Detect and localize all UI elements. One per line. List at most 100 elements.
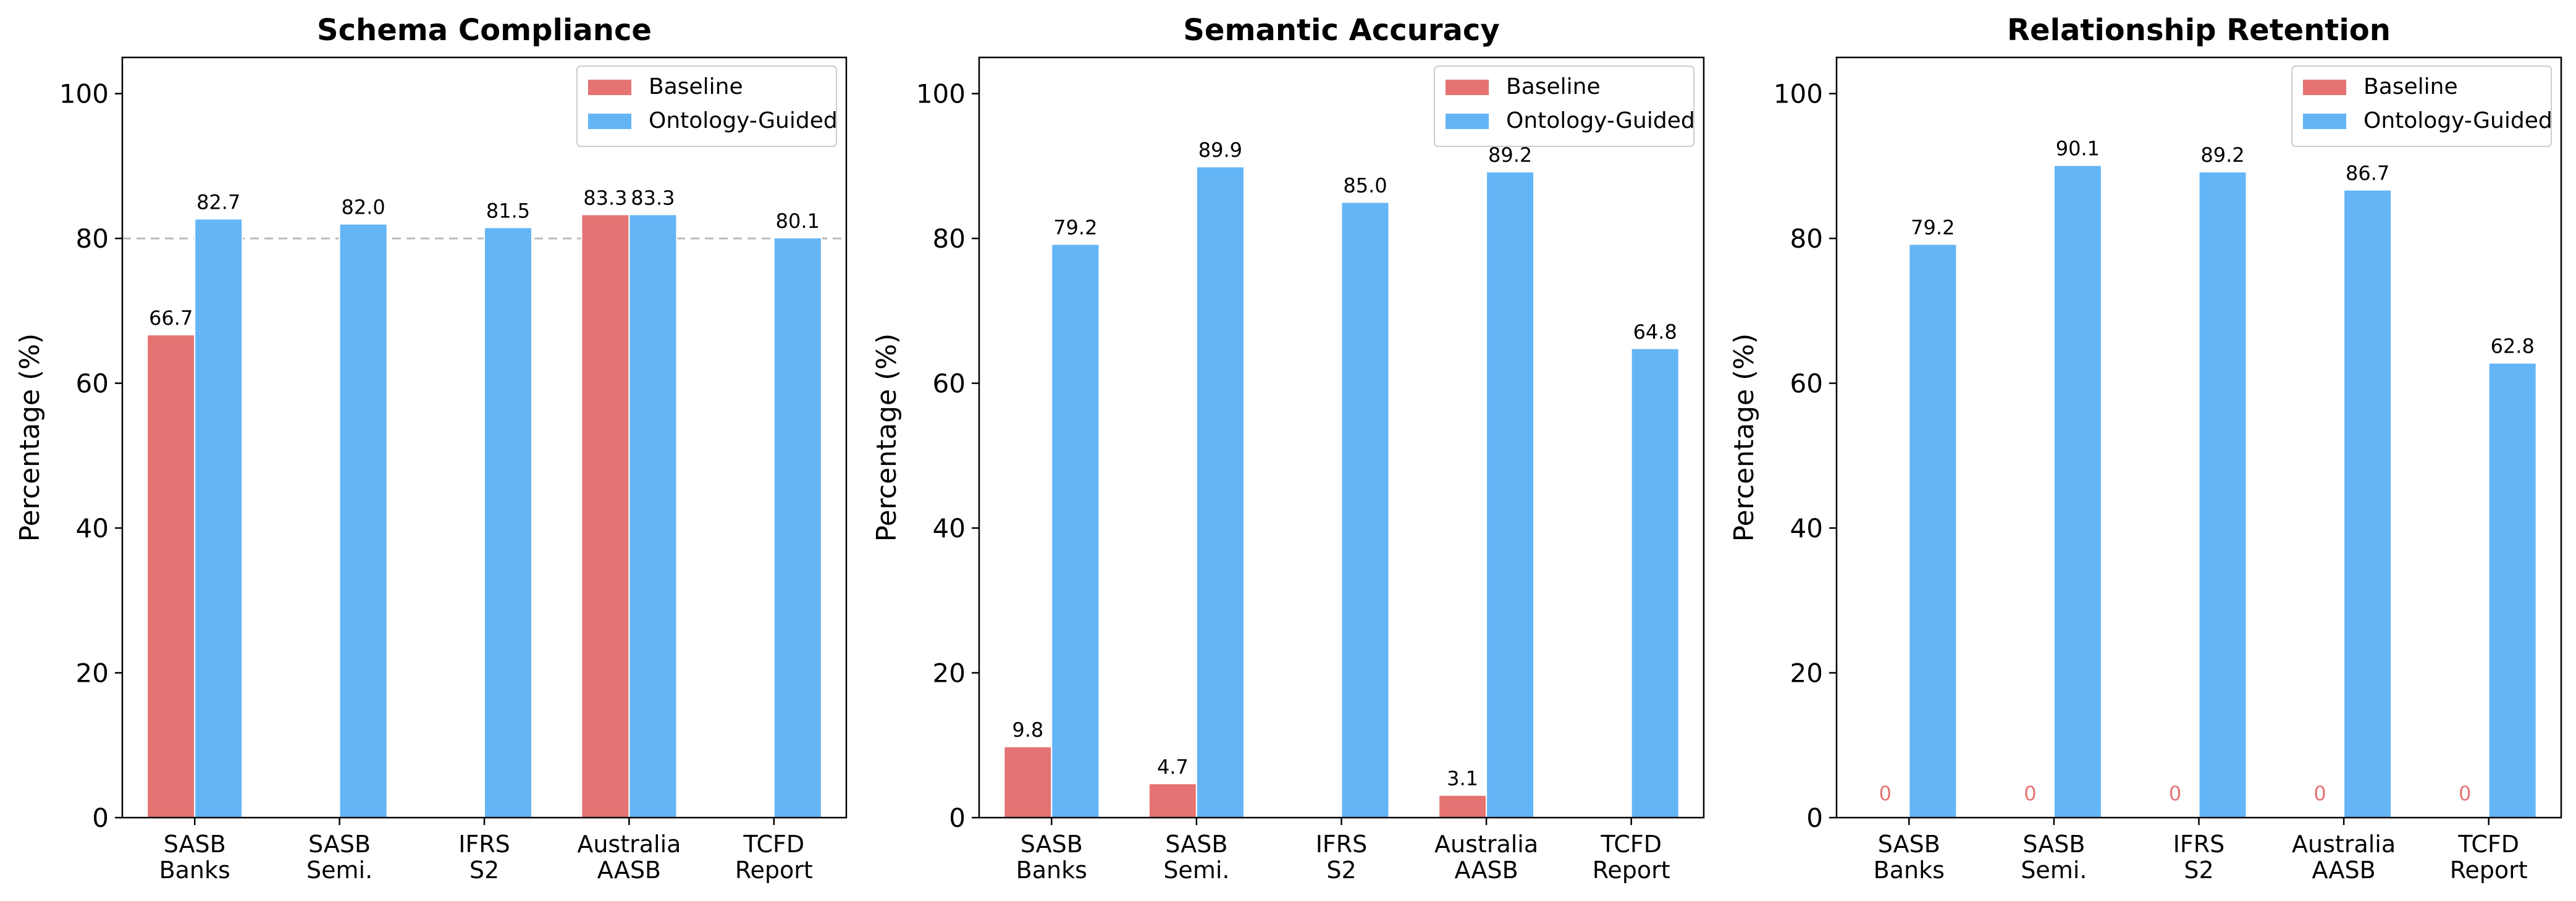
y-tick-label: 60	[933, 369, 966, 399]
y-tick-label: 0	[92, 803, 109, 833]
baseline-bar	[1438, 794, 1488, 819]
x-tick-label: IFRS S2	[2173, 831, 2225, 884]
y-tick-label: 80	[1790, 224, 1823, 254]
x-tick-label-line: Semi.	[306, 857, 373, 884]
x-tick-label-line: AASB	[1454, 857, 1518, 884]
x-tick-label: IFRS S2	[1316, 831, 1368, 884]
data-label: 82.0	[341, 196, 385, 219]
x-tick-label-line: Banks	[1016, 857, 1087, 884]
legend-label: Baseline	[2363, 74, 2458, 99]
x-tick-label-line: Australia	[577, 831, 681, 858]
y-tick-label: 100	[59, 79, 109, 109]
legend-swatch	[588, 114, 631, 129]
x-tick-label-line: Report	[2450, 857, 2528, 884]
x-tick-label-line: S2	[2184, 857, 2213, 884]
x-tick-label: TCFD Report	[735, 831, 813, 884]
legend-box	[2291, 65, 2552, 147]
ontology-guided-bar	[1486, 171, 1535, 818]
ontology-guided-bar	[628, 214, 678, 818]
ontology-guided-bar	[1630, 348, 1680, 818]
data-label: 3.1	[1447, 767, 1478, 790]
x-tick-label-line: TCFD	[1600, 831, 1662, 858]
data-label: 83.3	[631, 186, 675, 209]
ontology-guided-bar	[1195, 166, 1245, 818]
baseline-bar	[1003, 746, 1053, 819]
y-tick-label: 0	[1806, 803, 1823, 833]
data-label: 79.2	[1911, 216, 1955, 239]
baseline-bar	[146, 334, 196, 818]
legend-label: Baseline	[649, 74, 743, 99]
y-tick-label: 20	[76, 658, 109, 689]
y-tick-label: 20	[933, 658, 966, 689]
x-tick-label-line: Semi.	[1163, 857, 1229, 884]
data-label: 82.7	[196, 190, 240, 214]
x-tick-label: SASB Banks	[159, 831, 230, 884]
legend-label: Ontology-Guided	[1506, 108, 1695, 133]
data-label: 89.2	[1488, 143, 1532, 167]
data-label: 89.9	[1198, 138, 1242, 162]
x-tick-label: SASB Banks	[1016, 831, 1087, 884]
x-tick-label-line: Australia	[1434, 831, 1538, 858]
x-tick-label-line: SASB	[2022, 831, 2085, 858]
data-label: 80.1	[776, 209, 820, 233]
x-tick-label-line: S2	[1326, 857, 1356, 884]
legend-label: Baseline	[1506, 74, 1601, 99]
data-label: 0	[2169, 782, 2181, 805]
legend-box	[576, 65, 837, 147]
ontology-guided-bar	[484, 227, 532, 818]
x-tick-label-line: Australia	[2292, 831, 2396, 858]
x-tick-label-line: SASB	[1021, 831, 1083, 858]
ontology-guided-bar	[2198, 171, 2247, 818]
legend: Baseline Ontology-Guided	[576, 65, 838, 147]
legend-label: Ontology-Guided	[649, 108, 838, 133]
data-label: 4.7	[1157, 755, 1189, 779]
ontology-guided-bar	[339, 223, 388, 818]
chart-title: Relationship Retention	[2007, 13, 2391, 48]
y-tick-label: 100	[916, 79, 966, 109]
data-label: 79.2	[1053, 216, 1097, 239]
x-tick-label: Australia AASB	[2292, 831, 2396, 884]
x-tick-label-line: SASB	[1165, 831, 1227, 858]
x-tick-label: TCFD Report	[1593, 831, 1670, 884]
y-tick-label: 100	[1774, 79, 1823, 109]
legend-swatch	[2303, 80, 2346, 95]
x-tick-label-line: Report	[735, 857, 813, 884]
chart-title: Semantic Accuracy	[1183, 13, 1499, 48]
x-tick-label: SASB Banks	[1874, 831, 1945, 884]
y-tick-label: 20	[1790, 658, 1823, 689]
ontology-guided-bar	[2053, 164, 2102, 818]
x-tick-label: SASB Semi.	[1163, 831, 1229, 884]
y-tick-label: 40	[1790, 513, 1823, 543]
y-tick-label: 40	[76, 513, 109, 543]
data-label: 86.7	[2346, 162, 2389, 185]
data-label: 89.2	[2200, 143, 2244, 167]
x-tick-label-line: AASB	[597, 857, 661, 884]
data-label: 90.1	[2056, 137, 2100, 161]
x-tick-label-line: S2	[469, 857, 499, 884]
x-tick-label: IFRS S2	[458, 831, 510, 884]
chart-panel-1: 66.7 83.3 82.7 82.0 81.5 83.3 80.1 0 20 40 60 80 100…	[14, 13, 848, 884]
y-tick-label: 80	[76, 224, 109, 254]
x-tick-label: Australia AASB	[577, 831, 681, 884]
ontology-guided-bar	[194, 218, 243, 818]
ontology-guided-bar	[773, 237, 822, 818]
data-label: 0	[2313, 782, 2326, 805]
x-tick-label-line: IFRS	[1316, 831, 1368, 858]
legend-box	[1434, 65, 1694, 147]
data-label: 9.8	[1012, 718, 1043, 742]
chart-panel-3: 0 0 0 0 0 79.2 90.1 89.2 86.7 62.8 0 20 40 60 80 100 SAS…	[1728, 13, 2562, 884]
x-tick-label-line: Banks	[1874, 857, 1945, 884]
data-label: 0	[2024, 782, 2036, 805]
baseline-bar	[1148, 782, 1197, 818]
ontology-guided-bar	[1341, 201, 1390, 818]
legend-swatch	[588, 80, 631, 95]
x-tick-label-line: AASB	[2312, 857, 2375, 884]
x-tick-label-line: Report	[1593, 857, 1670, 884]
x-tick-label-line: TCFD	[2457, 831, 2519, 858]
y-axis-label: Percentage (%)	[871, 333, 903, 542]
y-tick-label: 60	[1790, 369, 1823, 399]
x-tick-label: SASB Semi.	[2021, 831, 2087, 884]
x-tick-label: Australia AASB	[1434, 831, 1538, 884]
ontology-guided-bar	[2343, 189, 2393, 818]
